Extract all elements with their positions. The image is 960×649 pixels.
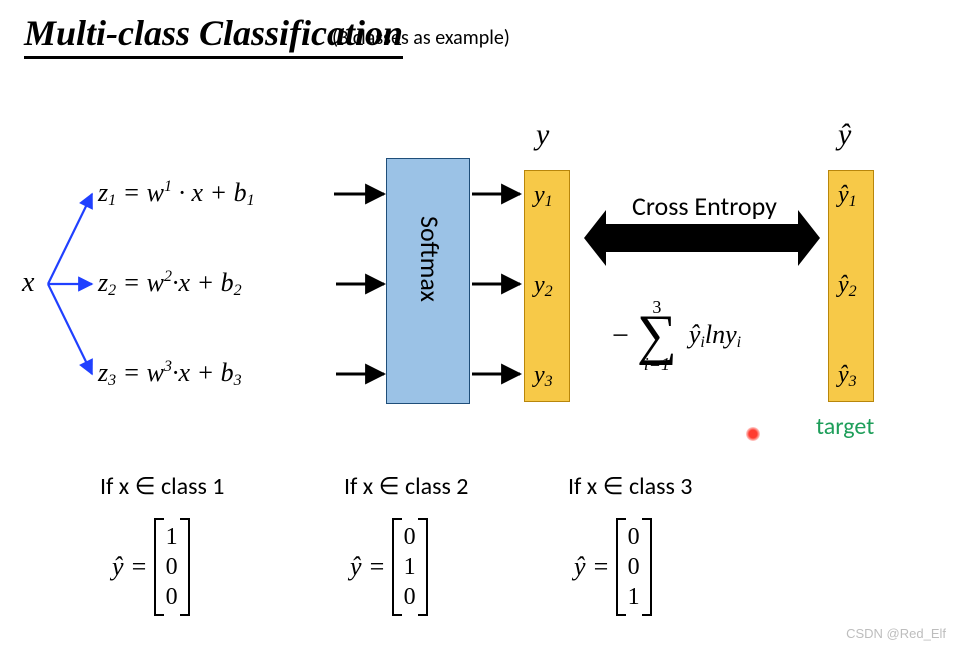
class2-vector: ŷ = 0 1 0 bbox=[350, 522, 416, 612]
z3-equation: z3 = w3·x + b3 bbox=[98, 358, 242, 390]
yhat-header: ŷ bbox=[838, 118, 851, 152]
target-label: target bbox=[816, 412, 874, 441]
yhat1-cell: ŷ1 bbox=[838, 182, 857, 211]
y3-cell: y3 bbox=[534, 362, 553, 391]
cross-entropy-label: Cross Entropy bbox=[632, 190, 777, 222]
z2-equation: z2 = w2·x + b2 bbox=[98, 268, 242, 300]
yhat2-cell: ŷ2 bbox=[838, 272, 857, 301]
loss-formula: − 3 ∑ i=1 ŷilnyi bbox=[612, 298, 741, 373]
softmax-label: Softmax bbox=[414, 216, 446, 302]
y1-cell: y1 bbox=[534, 182, 553, 211]
input-x-label: x bbox=[22, 267, 34, 299]
y-header: y bbox=[536, 118, 549, 152]
diagram-stage: { "title": "Multi-class Classification",… bbox=[0, 0, 960, 649]
yhat3-cell: ŷ3 bbox=[838, 362, 857, 391]
class1-vector: ŷ = 1 0 0 bbox=[112, 522, 178, 612]
class2-condition: If x ∈ class 2 bbox=[344, 472, 468, 501]
watermark-text: CSDN @Red_Elf bbox=[846, 626, 946, 641]
laser-pointer-dot bbox=[746, 427, 760, 441]
z1-equation: z1 = w1 · x + b1 bbox=[98, 178, 255, 210]
class3-vector: ŷ = 0 0 1 bbox=[574, 522, 640, 612]
page-subtitle: (3 classes as example) bbox=[332, 26, 510, 50]
class3-condition: If x ∈ class 3 bbox=[568, 472, 692, 501]
y2-cell: y2 bbox=[534, 272, 553, 301]
class1-condition: If x ∈ class 1 bbox=[100, 472, 224, 501]
